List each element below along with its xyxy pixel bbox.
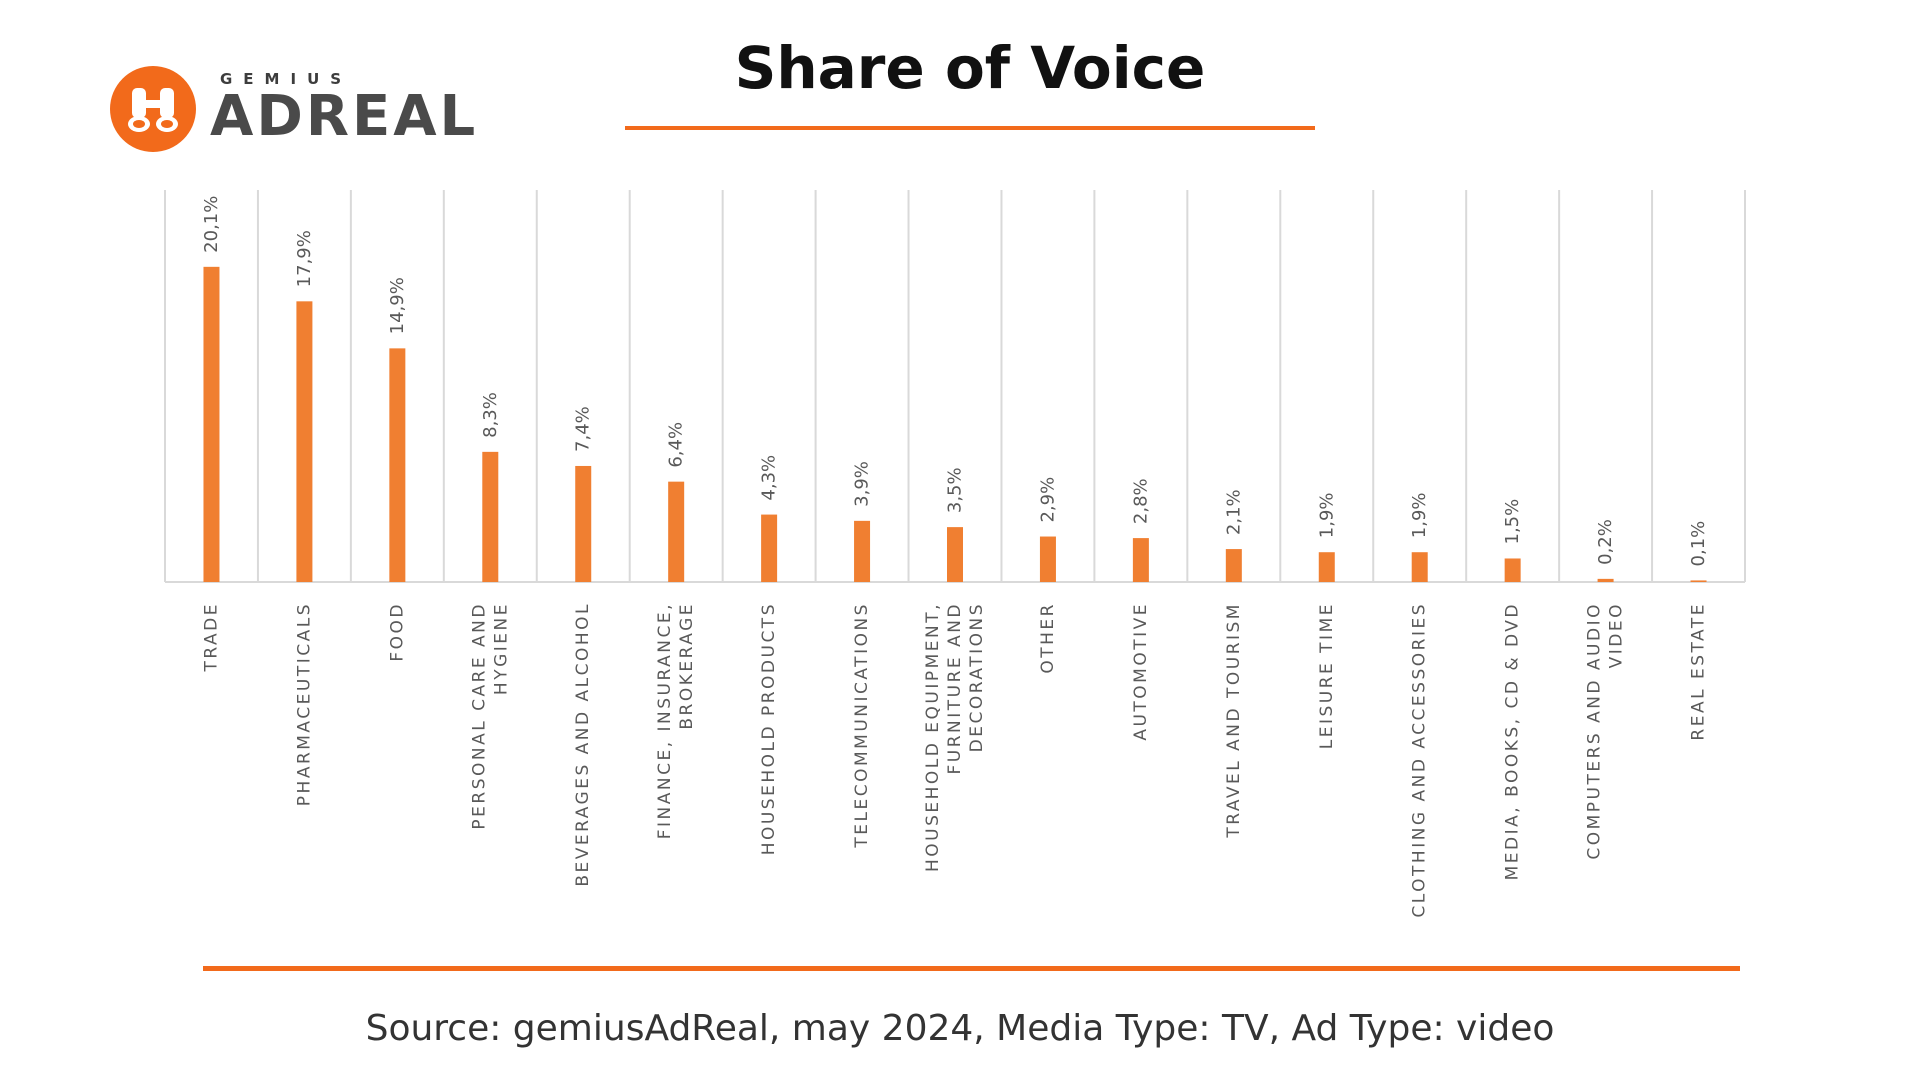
category-label-9: OTHER — [1038, 602, 1058, 674]
category-label-line: BROKERAGE — [677, 602, 697, 730]
category-label-line: CLOTHING AND ACCESSORIES — [1410, 602, 1430, 918]
bar-8 — [947, 527, 963, 582]
category-label-line: REAL ESTATE — [1689, 602, 1709, 741]
bar-16 — [1690, 580, 1707, 582]
category-label-2: FOOD — [387, 602, 407, 662]
logo-brand-small: GEMIUS — [220, 70, 353, 88]
category-label-line: HOUSEHOLD EQUIPMENT, — [923, 602, 943, 872]
chart-data-labels: 20,1% 17,9% 14,9% 8,3% 7,4% 6,4% 4,3% 3,9% 3,5% 2… — [201, 196, 1709, 567]
binoculars-icon — [110, 66, 196, 152]
bar-7 — [854, 520, 871, 582]
data-label-4: 7,4% — [573, 406, 594, 452]
bar-1 — [296, 301, 313, 582]
data-label-7: 3,9% — [852, 461, 873, 507]
data-label-9: 2,9% — [1037, 477, 1058, 523]
category-label-line: VIDEO — [1607, 602, 1627, 668]
bar-0 — [203, 266, 220, 582]
bar-5 — [668, 481, 685, 582]
data-label-6: 4,3% — [759, 455, 780, 501]
category-label-6: HOUSEHOLD PRODUCTS — [759, 602, 779, 855]
category-label-line: FOOD — [387, 602, 407, 662]
category-label-12: LEISURE TIME — [1317, 602, 1337, 749]
category-label-7: TELECOMMUNICATIONS — [852, 602, 872, 849]
bar-6 — [761, 514, 778, 582]
category-label-line: LEISURE TIME — [1317, 602, 1337, 749]
chart-gridlines — [164, 190, 1746, 583]
category-label-line: TELECOMMUNICATIONS — [852, 602, 872, 849]
category-label-line: DECORATIONS — [967, 602, 987, 752]
bar-13 — [1411, 552, 1428, 582]
bottom-divider — [203, 966, 1740, 971]
bar-10 — [1132, 538, 1149, 582]
data-label-13: 1,9% — [1409, 492, 1430, 538]
category-label-line: HYGIENE — [491, 602, 511, 695]
data-label-16: 0,1% — [1688, 521, 1709, 567]
data-label-11: 2,1% — [1223, 489, 1244, 535]
data-label-10: 2,8% — [1130, 478, 1151, 524]
category-label-line: TRAVEL AND TOURISM — [1224, 602, 1244, 839]
bar-15 — [1597, 578, 1614, 582]
category-label-3: PERSONAL CARE AND HYGIENE — [469, 602, 511, 830]
category-label-line: PERSONAL CARE AND — [469, 602, 489, 830]
category-label-8: HOUSEHOLD EQUIPMENT, FURNITURE AND DECORAT… — [923, 602, 987, 872]
category-label-16: REAL ESTATE — [1689, 602, 1709, 741]
data-label-0: 20,1% — [201, 196, 222, 253]
page-title: Share of Voice — [734, 34, 1206, 102]
category-label-line: HOUSEHOLD PRODUCTS — [759, 602, 779, 855]
category-label-line: PHARMACEUTICALS — [294, 602, 314, 806]
category-label-11: TRAVEL AND TOURISM — [1224, 602, 1244, 839]
category-label-0: TRADE — [201, 602, 221, 672]
bar-2 — [389, 348, 406, 582]
data-label-14: 1,5% — [1502, 499, 1523, 545]
bar-9 — [1039, 536, 1056, 582]
bar-4 — [575, 465, 592, 582]
brand-logo: GEMIUS ADREAL — [110, 64, 475, 160]
bar-14 — [1504, 558, 1521, 582]
title-underline — [625, 126, 1315, 130]
bar-11 — [1225, 549, 1242, 582]
category-label-4: BEVERAGES AND ALCOHOL — [573, 602, 593, 887]
category-label-line: COMPUTERS AND AUDIO — [1585, 602, 1605, 860]
category-label-10: AUTOMOTIVE — [1131, 602, 1151, 741]
data-label-1: 17,9% — [294, 230, 315, 287]
category-label-line: FINANCE, INSURANCE, — [655, 602, 675, 839]
category-label-line: TRADE — [201, 602, 221, 672]
data-label-12: 1,9% — [1316, 492, 1337, 538]
data-label-3: 8,3% — [480, 392, 501, 438]
chart-bars — [203, 266, 1707, 582]
data-label-2: 14,9% — [387, 277, 408, 334]
data-label-5: 6,4% — [666, 422, 687, 468]
category-label-line: FURNITURE AND — [945, 602, 965, 774]
category-label-line: AUTOMOTIVE — [1131, 602, 1151, 741]
category-label-1: PHARMACEUTICALS — [294, 602, 314, 806]
data-label-15: 0,2% — [1595, 519, 1616, 565]
bar-12 — [1318, 552, 1335, 582]
category-label-15: COMPUTERS AND AUDIO VIDEO — [1585, 602, 1627, 860]
category-label-5: FINANCE, INSURANCE, BROKERAGE — [655, 602, 697, 839]
category-label-line: BEVERAGES AND ALCOHOL — [573, 602, 593, 887]
category-label-14: MEDIA, BOOKS, CD & DVD — [1503, 602, 1523, 880]
chart-category-labels: TRADE PHARMACEUTICALS FOOD PERSONAL CARE AN… — [201, 602, 1708, 918]
data-label-8: 3,5% — [945, 467, 966, 513]
category-label-line: MEDIA, BOOKS, CD & DVD — [1503, 602, 1523, 880]
category-label-13: CLOTHING AND ACCESSORIES — [1410, 602, 1430, 918]
source-note: Source: gemiusAdReal, may 2024, Media Ty… — [365, 1008, 1555, 1049]
logo-brand-large: ADREAL — [210, 84, 479, 149]
category-label-line: OTHER — [1038, 602, 1058, 674]
bar-3 — [482, 451, 499, 582]
